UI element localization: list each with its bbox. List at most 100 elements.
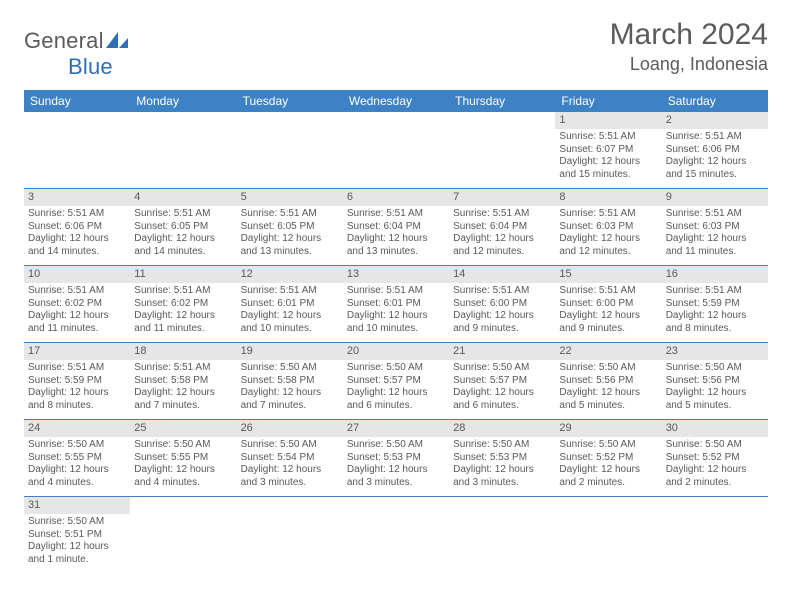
day-details: Sunrise: 5:50 AMSunset: 5:58 PMDaylight:… bbox=[237, 360, 343, 416]
calendar-table: Sunday Monday Tuesday Wednesday Thursday… bbox=[24, 90, 768, 573]
calendar-cell bbox=[237, 112, 343, 189]
calendar-cell: 24Sunrise: 5:50 AMSunset: 5:55 PMDayligh… bbox=[24, 420, 130, 497]
calendar-cell: 26Sunrise: 5:50 AMSunset: 5:54 PMDayligh… bbox=[237, 420, 343, 497]
calendar-cell: 23Sunrise: 5:50 AMSunset: 5:56 PMDayligh… bbox=[662, 343, 768, 420]
weekday-header-row: Sunday Monday Tuesday Wednesday Thursday… bbox=[24, 90, 768, 112]
calendar-cell bbox=[130, 497, 236, 574]
calendar-cell: 3Sunrise: 5:51 AMSunset: 6:06 PMDaylight… bbox=[24, 189, 130, 266]
day-details: Sunrise: 5:50 AMSunset: 5:55 PMDaylight:… bbox=[130, 437, 236, 493]
day-details: Sunrise: 5:50 AMSunset: 5:56 PMDaylight:… bbox=[555, 360, 661, 416]
day-number: 17 bbox=[24, 343, 130, 360]
calendar-cell: 6Sunrise: 5:51 AMSunset: 6:04 PMDaylight… bbox=[343, 189, 449, 266]
calendar-cell bbox=[662, 497, 768, 574]
day-details: Sunrise: 5:51 AMSunset: 6:05 PMDaylight:… bbox=[130, 206, 236, 262]
col-friday: Friday bbox=[555, 90, 661, 112]
day-number: 29 bbox=[555, 420, 661, 437]
day-number: 28 bbox=[449, 420, 555, 437]
day-number: 30 bbox=[662, 420, 768, 437]
calendar-cell: 2Sunrise: 5:51 AMSunset: 6:06 PMDaylight… bbox=[662, 112, 768, 189]
brand-logo: GeneralBlue bbox=[24, 28, 128, 80]
col-sunday: Sunday bbox=[24, 90, 130, 112]
page-header: GeneralBlue March 2024 Loang, Indonesia bbox=[24, 18, 768, 80]
col-wednesday: Wednesday bbox=[343, 90, 449, 112]
day-details: Sunrise: 5:51 AMSunset: 6:03 PMDaylight:… bbox=[555, 206, 661, 262]
day-details: Sunrise: 5:51 AMSunset: 6:01 PMDaylight:… bbox=[343, 283, 449, 339]
day-number: 9 bbox=[662, 189, 768, 206]
day-number: 14 bbox=[449, 266, 555, 283]
day-details: Sunrise: 5:51 AMSunset: 6:02 PMDaylight:… bbox=[24, 283, 130, 339]
calendar-cell: 18Sunrise: 5:51 AMSunset: 5:58 PMDayligh… bbox=[130, 343, 236, 420]
calendar-row: 24Sunrise: 5:50 AMSunset: 5:55 PMDayligh… bbox=[24, 420, 768, 497]
calendar-cell bbox=[343, 112, 449, 189]
calendar-cell bbox=[449, 497, 555, 574]
calendar-cell bbox=[449, 112, 555, 189]
calendar-cell: 17Sunrise: 5:51 AMSunset: 5:59 PMDayligh… bbox=[24, 343, 130, 420]
day-number: 13 bbox=[343, 266, 449, 283]
calendar-cell: 21Sunrise: 5:50 AMSunset: 5:57 PMDayligh… bbox=[449, 343, 555, 420]
day-details: Sunrise: 5:51 AMSunset: 6:04 PMDaylight:… bbox=[343, 206, 449, 262]
calendar-cell bbox=[130, 112, 236, 189]
day-details: Sunrise: 5:51 AMSunset: 6:00 PMDaylight:… bbox=[449, 283, 555, 339]
day-number: 5 bbox=[237, 189, 343, 206]
day-details: Sunrise: 5:51 AMSunset: 6:05 PMDaylight:… bbox=[237, 206, 343, 262]
col-thursday: Thursday bbox=[449, 90, 555, 112]
calendar-cell: 20Sunrise: 5:50 AMSunset: 5:57 PMDayligh… bbox=[343, 343, 449, 420]
calendar-cell: 25Sunrise: 5:50 AMSunset: 5:55 PMDayligh… bbox=[130, 420, 236, 497]
day-number: 26 bbox=[237, 420, 343, 437]
calendar-row: 10Sunrise: 5:51 AMSunset: 6:02 PMDayligh… bbox=[24, 266, 768, 343]
day-details: Sunrise: 5:50 AMSunset: 5:52 PMDaylight:… bbox=[662, 437, 768, 493]
brand-text-blue: Blue bbox=[68, 54, 113, 79]
day-number: 27 bbox=[343, 420, 449, 437]
day-details: Sunrise: 5:51 AMSunset: 6:03 PMDaylight:… bbox=[662, 206, 768, 262]
day-number: 3 bbox=[24, 189, 130, 206]
day-details: Sunrise: 5:50 AMSunset: 5:52 PMDaylight:… bbox=[555, 437, 661, 493]
calendar-cell bbox=[24, 112, 130, 189]
brand-text-gray: General bbox=[24, 28, 104, 53]
day-details: Sunrise: 5:50 AMSunset: 5:53 PMDaylight:… bbox=[449, 437, 555, 493]
day-details: Sunrise: 5:51 AMSunset: 6:07 PMDaylight:… bbox=[555, 129, 661, 185]
day-details: Sunrise: 5:50 AMSunset: 5:53 PMDaylight:… bbox=[343, 437, 449, 493]
day-details: Sunrise: 5:50 AMSunset: 5:57 PMDaylight:… bbox=[449, 360, 555, 416]
month-title: March 2024 bbox=[610, 18, 768, 52]
day-details: Sunrise: 5:50 AMSunset: 5:55 PMDaylight:… bbox=[24, 437, 130, 493]
day-number: 12 bbox=[237, 266, 343, 283]
day-number: 24 bbox=[24, 420, 130, 437]
calendar-cell: 31Sunrise: 5:50 AMSunset: 5:51 PMDayligh… bbox=[24, 497, 130, 574]
day-number: 18 bbox=[130, 343, 236, 360]
calendar-cell: 29Sunrise: 5:50 AMSunset: 5:52 PMDayligh… bbox=[555, 420, 661, 497]
location-label: Loang, Indonesia bbox=[610, 54, 768, 75]
day-details: Sunrise: 5:51 AMSunset: 6:06 PMDaylight:… bbox=[662, 129, 768, 185]
day-number: 8 bbox=[555, 189, 661, 206]
calendar-cell: 5Sunrise: 5:51 AMSunset: 6:05 PMDaylight… bbox=[237, 189, 343, 266]
day-number: 19 bbox=[237, 343, 343, 360]
calendar-cell bbox=[555, 497, 661, 574]
calendar-row: 1Sunrise: 5:51 AMSunset: 6:07 PMDaylight… bbox=[24, 112, 768, 189]
calendar-cell: 30Sunrise: 5:50 AMSunset: 5:52 PMDayligh… bbox=[662, 420, 768, 497]
calendar-row: 3Sunrise: 5:51 AMSunset: 6:06 PMDaylight… bbox=[24, 189, 768, 266]
day-details: Sunrise: 5:50 AMSunset: 5:56 PMDaylight:… bbox=[662, 360, 768, 416]
day-details: Sunrise: 5:50 AMSunset: 5:54 PMDaylight:… bbox=[237, 437, 343, 493]
calendar-cell bbox=[343, 497, 449, 574]
day-details: Sunrise: 5:51 AMSunset: 5:59 PMDaylight:… bbox=[662, 283, 768, 339]
calendar-cell: 8Sunrise: 5:51 AMSunset: 6:03 PMDaylight… bbox=[555, 189, 661, 266]
calendar-row: 31Sunrise: 5:50 AMSunset: 5:51 PMDayligh… bbox=[24, 497, 768, 574]
calendar-cell: 12Sunrise: 5:51 AMSunset: 6:01 PMDayligh… bbox=[237, 266, 343, 343]
calendar-cell: 11Sunrise: 5:51 AMSunset: 6:02 PMDayligh… bbox=[130, 266, 236, 343]
brand-text: GeneralBlue bbox=[24, 28, 128, 80]
day-number: 4 bbox=[130, 189, 236, 206]
day-number: 31 bbox=[24, 497, 130, 514]
day-number: 7 bbox=[449, 189, 555, 206]
calendar-cell: 16Sunrise: 5:51 AMSunset: 5:59 PMDayligh… bbox=[662, 266, 768, 343]
day-number: 22 bbox=[555, 343, 661, 360]
day-details: Sunrise: 5:50 AMSunset: 5:51 PMDaylight:… bbox=[24, 514, 130, 570]
day-number: 21 bbox=[449, 343, 555, 360]
day-details: Sunrise: 5:51 AMSunset: 5:59 PMDaylight:… bbox=[24, 360, 130, 416]
col-monday: Monday bbox=[130, 90, 236, 112]
day-number: 16 bbox=[662, 266, 768, 283]
calendar-cell: 19Sunrise: 5:50 AMSunset: 5:58 PMDayligh… bbox=[237, 343, 343, 420]
calendar-cell: 13Sunrise: 5:51 AMSunset: 6:01 PMDayligh… bbox=[343, 266, 449, 343]
calendar-cell: 22Sunrise: 5:50 AMSunset: 5:56 PMDayligh… bbox=[555, 343, 661, 420]
calendar-cell: 14Sunrise: 5:51 AMSunset: 6:00 PMDayligh… bbox=[449, 266, 555, 343]
day-number: 2 bbox=[662, 112, 768, 129]
day-details: Sunrise: 5:51 AMSunset: 6:06 PMDaylight:… bbox=[24, 206, 130, 262]
